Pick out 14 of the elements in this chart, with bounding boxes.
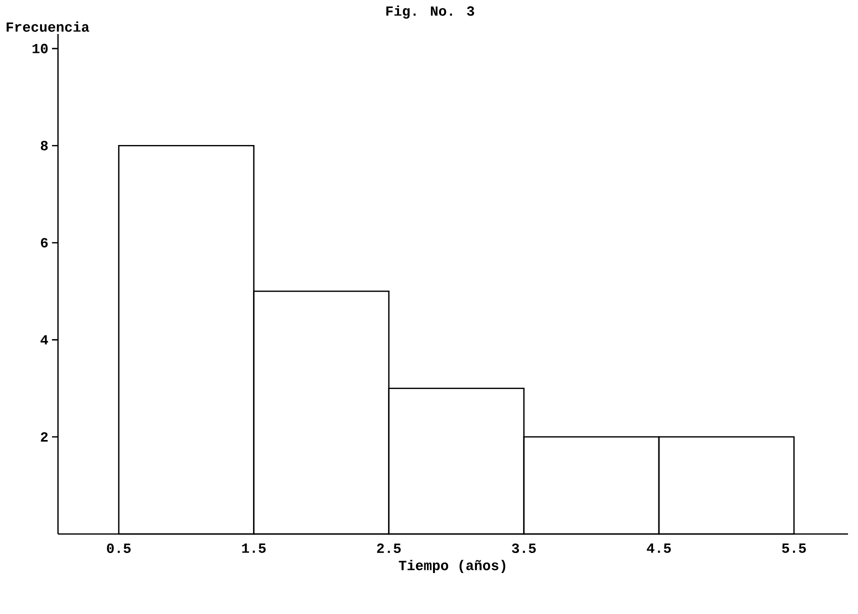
x-axis-title: Tiempo (años) [398,560,506,573]
x-tick-label: 2.5 [377,544,401,554]
x-tick-label: 1.5 [242,544,266,553]
x-tick-label: 3.5 [512,544,536,554]
y-tick-label: 4 [40,335,48,344]
x-tick-label: 4.5 [646,544,671,553]
x-tick-label: 0.5 [106,544,131,554]
x-tick-label: 5.5 [782,544,806,553]
y-tick-label: 2 [40,432,48,442]
y-tick-label: 6 [40,238,48,248]
y-tick-label: 10 [32,44,48,54]
y-tick-label: 8 [40,140,48,150]
chart-title: Fig. No. 3 [386,6,474,19]
y-axis-title: Frecuencia [6,22,90,32]
